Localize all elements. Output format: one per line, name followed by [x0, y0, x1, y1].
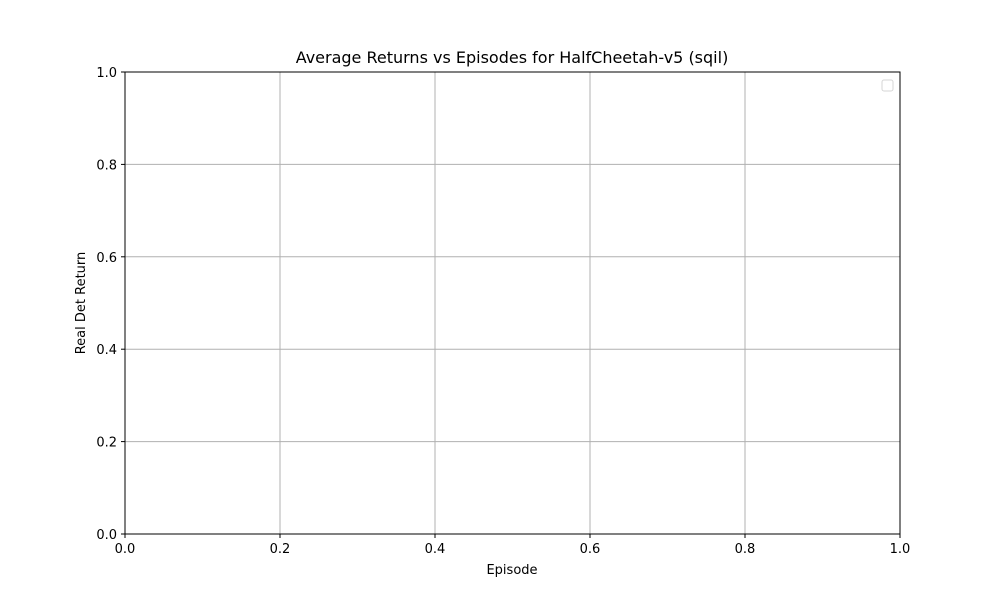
x-tick-label: 0.0	[115, 542, 136, 557]
x-tick-label: 0.4	[425, 542, 446, 557]
y-tick-label: 0.8	[96, 158, 117, 173]
x-tick-label: 1.0	[890, 542, 911, 557]
y-axis-label: Real Det Return	[74, 252, 89, 355]
tick-layer: 0.0 0.2 0.4 0.6 0.8 1.0 0.0 0.2 0.4 0.6 0.8 1.0	[96, 66, 910, 557]
y-tick-label: 0.4	[96, 343, 117, 358]
chart-title: Average Returns vs Episodes for HalfChee…	[296, 48, 729, 67]
x-axis-label: Episode	[486, 563, 537, 578]
y-tick-label: 0.0	[96, 528, 117, 543]
legend-box	[881, 79, 894, 92]
x-tick-label: 0.6	[580, 542, 601, 557]
grid-layer	[124, 71, 901, 535]
x-tick-label: 0.8	[735, 542, 756, 557]
plot-area-frame	[124, 71, 901, 535]
y-tick-label: 1.0	[96, 66, 117, 81]
y-tick-label: 0.6	[96, 251, 117, 266]
y-tick-label: 0.2	[96, 436, 117, 451]
x-tick-label: 0.2	[270, 542, 291, 557]
